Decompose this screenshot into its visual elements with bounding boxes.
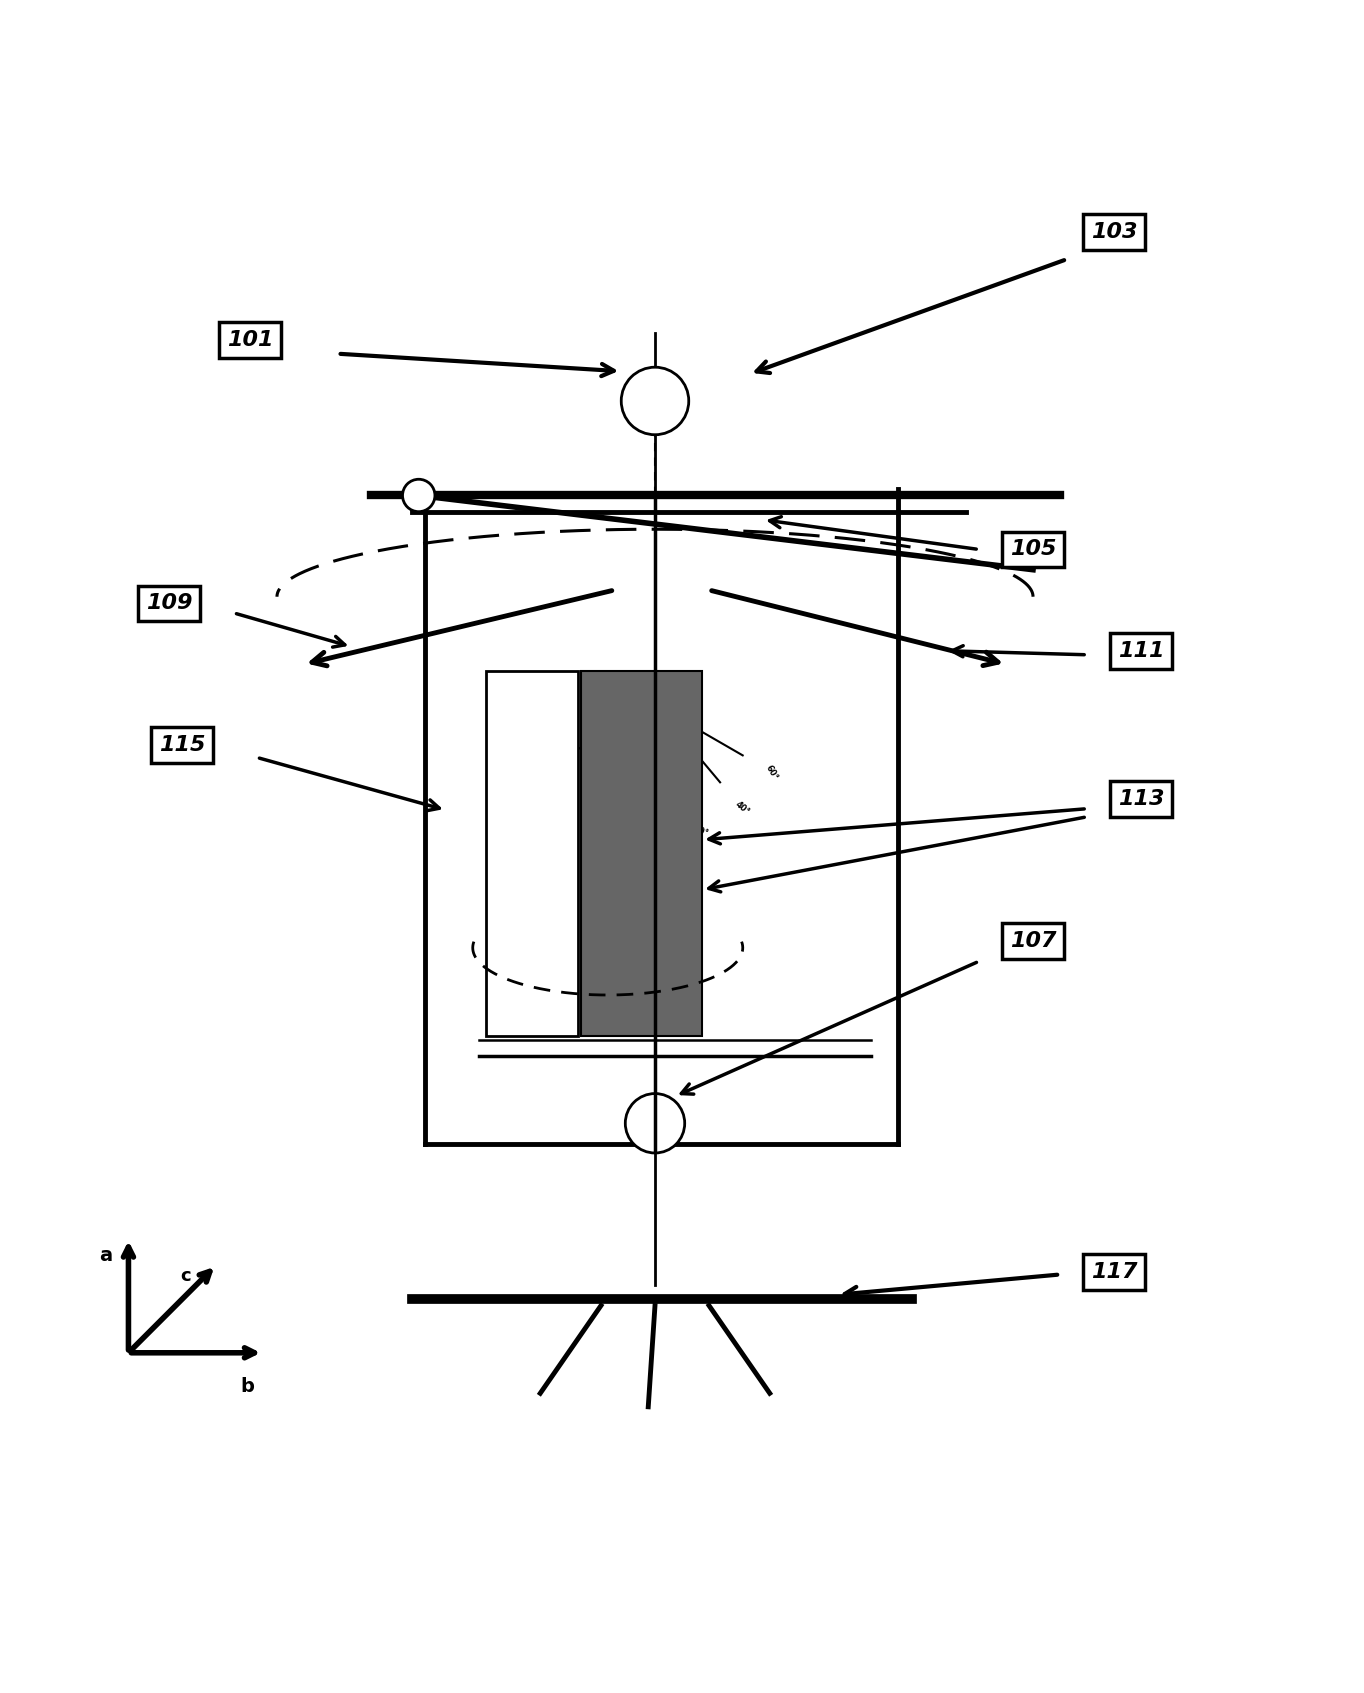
Text: 109: 109 [146, 594, 192, 613]
Text: -20°: -20° [599, 824, 619, 840]
Text: a: a [100, 1246, 112, 1265]
Text: 111: 111 [1117, 640, 1165, 660]
Circle shape [621, 367, 689, 435]
Text: 113: 113 [1117, 789, 1165, 809]
Text: 115: 115 [160, 735, 206, 755]
Bar [486, 670, 578, 1036]
Text: 107: 107 [1009, 931, 1056, 951]
Circle shape [402, 479, 435, 511]
Text: -60°: -60° [529, 762, 547, 782]
Text: b: b [240, 1376, 254, 1397]
Text: 20°: 20° [692, 824, 711, 838]
Bar [581, 670, 702, 1036]
Text: 40°: 40° [732, 799, 750, 816]
Text: 105: 105 [1009, 540, 1056, 559]
Text: 101: 101 [226, 330, 273, 350]
Text: 60°: 60° [764, 764, 780, 782]
Text: c: c [180, 1266, 191, 1285]
Text: 117: 117 [1091, 1261, 1138, 1282]
Text: -40°: -40° [558, 799, 578, 818]
Text: 103: 103 [1091, 222, 1138, 242]
Circle shape [625, 1094, 685, 1153]
Text: 0°: 0° [651, 835, 660, 845]
